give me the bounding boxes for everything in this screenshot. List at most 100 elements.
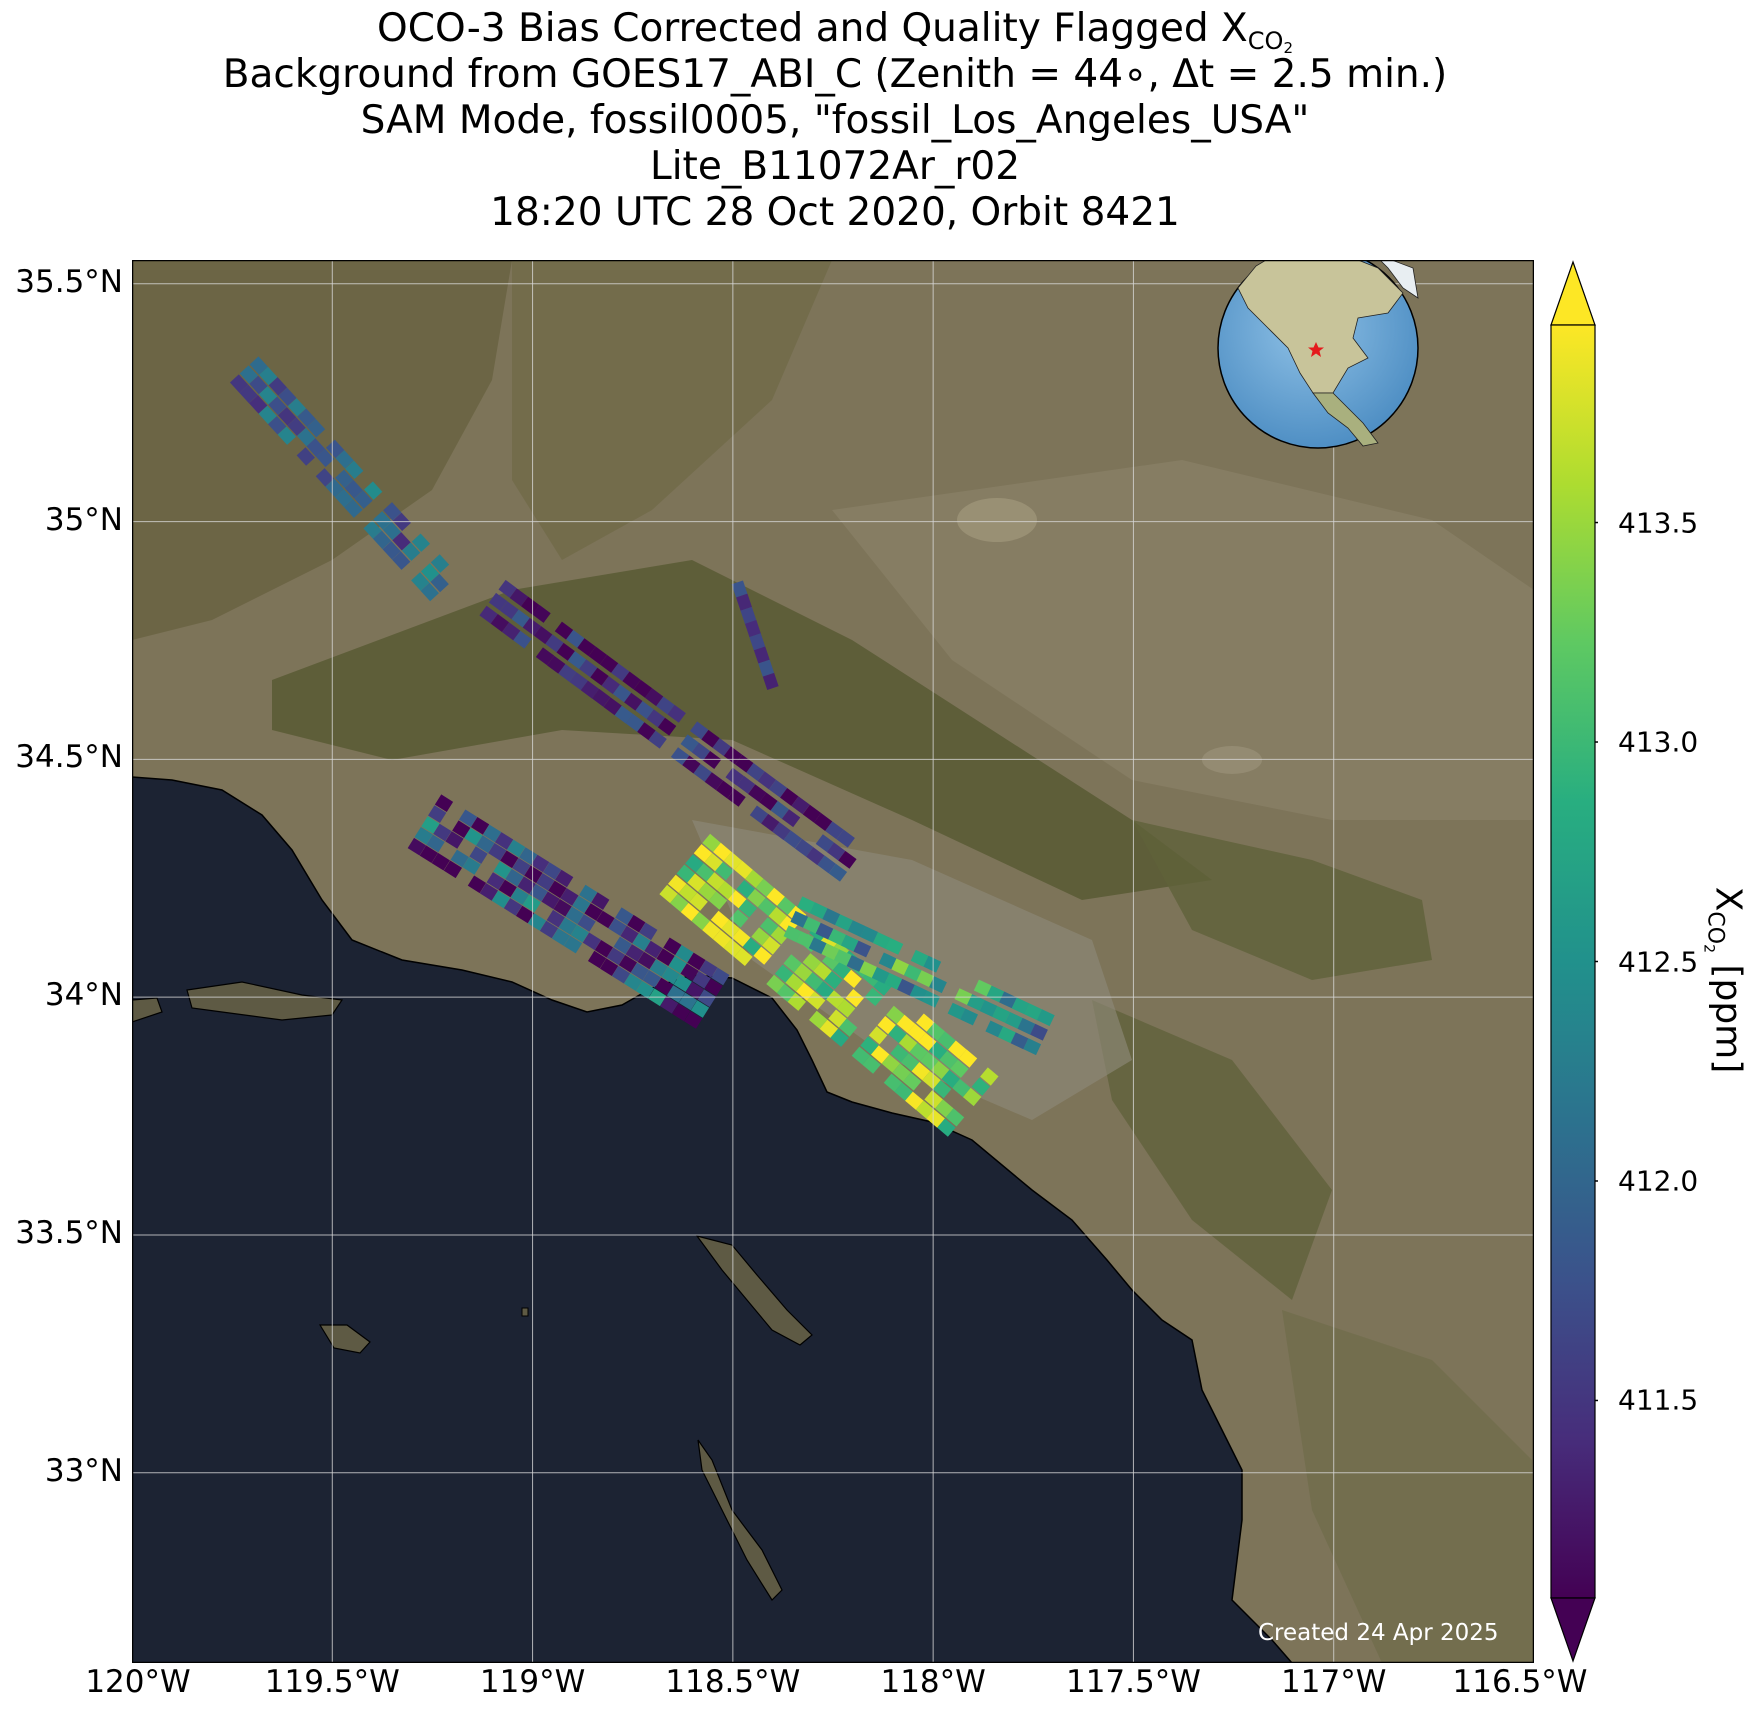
footprint: [824, 971, 843, 990]
footprint: [458, 809, 478, 828]
footprint: [781, 809, 801, 828]
colorbar-tick-label: 413.5: [1618, 506, 1699, 540]
footprint: [392, 532, 411, 551]
footprint: [770, 800, 789, 819]
footprint: [916, 1013, 935, 1032]
footprint: [721, 919, 740, 938]
footprint: [815, 834, 835, 853]
footprint: [469, 846, 488, 864]
footprint: [897, 978, 915, 996]
footprint: [742, 937, 762, 956]
footprint: [587, 950, 607, 969]
colorbar-tick-label: 411.5: [1618, 1383, 1699, 1417]
footprint: [828, 928, 846, 946]
ocean: [132, 777, 1292, 1663]
footprint: [579, 659, 598, 678]
lon-tick-label: 117°W: [1281, 1664, 1387, 1700]
footprint: [774, 964, 794, 983]
footprint: [678, 883, 698, 902]
footprint: [954, 988, 973, 1006]
footprint: [335, 450, 354, 469]
footprint: [872, 932, 891, 949]
footprint: [932, 1080, 952, 1099]
footprint: [315, 468, 335, 487]
lat-tick-label: 34.5°N: [15, 739, 123, 776]
footprint: [614, 705, 633, 724]
footprint: [592, 688, 611, 707]
footprint: [500, 850, 519, 869]
footprint: [249, 356, 268, 375]
footprint: [697, 989, 716, 1008]
footprint: [896, 1014, 916, 1033]
footprint: [297, 427, 316, 447]
footprint: [802, 953, 822, 972]
title-line-5: 18:20 UTC 28 Oct 2020, Orbit 8421: [490, 190, 1180, 235]
footprint: [803, 916, 821, 934]
footprint: [657, 717, 677, 736]
footprint: [287, 417, 306, 436]
footprint: [611, 663, 630, 682]
footprint: [661, 966, 680, 985]
footprint: [467, 875, 487, 894]
footprint: [890, 1044, 909, 1063]
footprint: [690, 721, 709, 740]
footprint: [960, 1008, 978, 1026]
footprint: [891, 958, 910, 976]
footprint: [759, 792, 778, 811]
footprint: [667, 704, 686, 723]
footprint: [845, 989, 864, 1008]
footprint: [815, 981, 834, 1000]
colorbar-gradient: [1550, 324, 1596, 1599]
footprint: [498, 879, 517, 898]
lon-tick-label: 118.5°W: [665, 1664, 801, 1700]
colorbar-ticks: [1595, 521, 1598, 1402]
footprint: [623, 973, 643, 992]
footprint: [777, 896, 796, 915]
swath: [229, 356, 450, 602]
footprint: [745, 869, 764, 888]
footprint: [554, 621, 574, 640]
footprint: [646, 709, 666, 728]
footprint: [603, 697, 622, 716]
footprint: [830, 1028, 849, 1047]
footprint: [511, 609, 530, 628]
footprint: [591, 892, 610, 910]
footprint: [335, 469, 354, 489]
footprint: [558, 664, 577, 682]
footprint: [407, 837, 426, 856]
footprint: [859, 961, 877, 978]
footprint: [702, 920, 721, 940]
footprint: [952, 1078, 971, 1098]
footprint: [762, 936, 781, 955]
footprint: [759, 917, 779, 936]
footprint: [926, 1109, 945, 1128]
lon-tick-label: 117.5°W: [1065, 1664, 1201, 1700]
footprint: [761, 813, 780, 832]
footprint: [910, 949, 929, 967]
swath: [783, 896, 1055, 1056]
lon-tick-label: 116.5°W: [1452, 1664, 1588, 1700]
footprint: [334, 488, 354, 508]
footprint: [488, 842, 507, 861]
footprint: [804, 972, 824, 991]
footprint: [503, 898, 523, 916]
footprint: [716, 780, 735, 799]
footprint: [433, 823, 452, 842]
footprint: [713, 842, 732, 861]
footprint: [613, 936, 632, 955]
inset-globe: [1217, 260, 1419, 449]
footprint: [950, 1059, 969, 1078]
colorbar-title: XCO2 [ppm]: [1700, 886, 1749, 1074]
footprint: [884, 972, 903, 990]
footprint: [708, 891, 728, 910]
globe-land: [1312, 392, 1379, 447]
footprint: [697, 882, 717, 901]
footprint: [815, 922, 834, 940]
footprint: [871, 966, 890, 984]
footprint: [699, 960, 718, 978]
footprint: [903, 964, 922, 982]
footprint: [642, 970, 662, 988]
footprint: [627, 914, 646, 933]
footprint: [826, 842, 846, 861]
footprint: [565, 906, 584, 925]
